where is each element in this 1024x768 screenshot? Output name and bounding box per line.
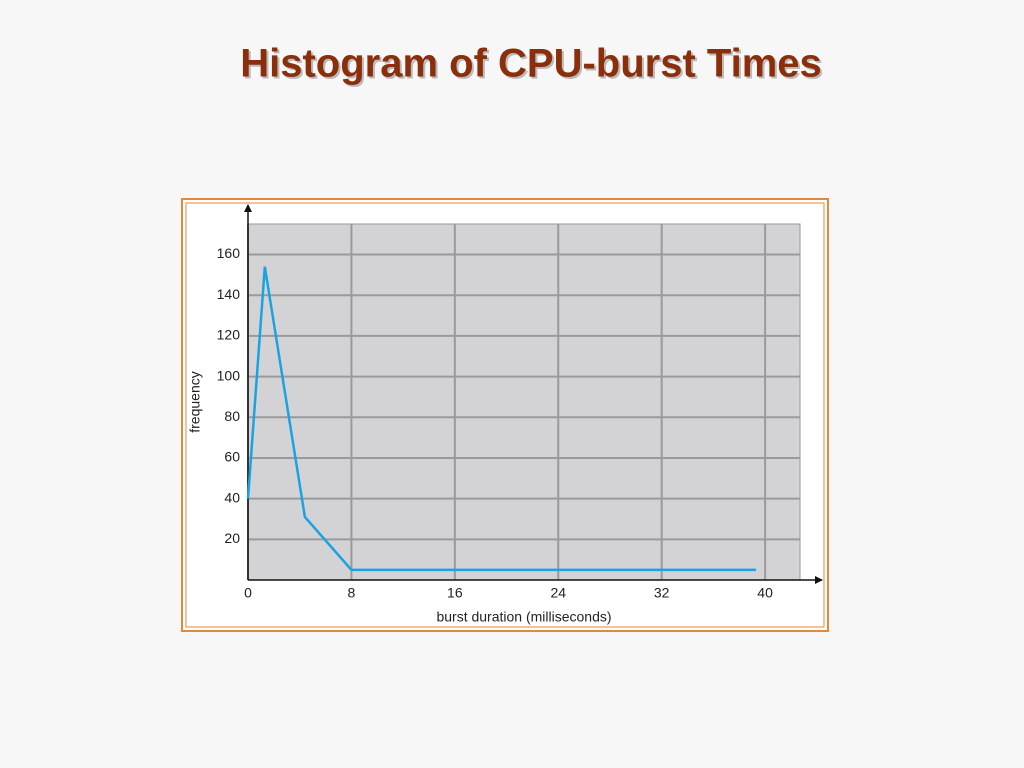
- title-shadow: Histogram of CPU-burst Times: [242, 44, 824, 88]
- x-tick-label: 0: [244, 585, 252, 601]
- y-tick-label: 20: [224, 530, 240, 546]
- x-tick-label: 32: [654, 585, 670, 601]
- y-tick-label: 100: [217, 367, 241, 383]
- x-tick-label: 8: [348, 585, 356, 601]
- chart-title: Histogram of CPU-burst Times: [240, 42, 822, 86]
- frame-inner: [185, 202, 825, 628]
- x-tick-label: 40: [757, 585, 773, 601]
- y-tick-label: 120: [217, 327, 241, 343]
- x-tick-label: 24: [550, 585, 566, 601]
- y-tick-label: 80: [224, 408, 240, 424]
- y-tick-label: 60: [224, 449, 240, 465]
- plot: 20 40 60 80 100 120 140 160 0 8 16 24 32 40: [217, 204, 823, 601]
- y-axis-label: frequency: [187, 371, 203, 432]
- data-line: [246, 266, 757, 572]
- y-tick-label: 40: [224, 489, 240, 505]
- y-tick-label: 140: [217, 286, 241, 302]
- x-axis-label: burst duration (milliseconds): [436, 609, 611, 625]
- y-tick-label: 160: [217, 245, 241, 261]
- x-tick-label: 16: [447, 585, 463, 601]
- plot-area: [247, 223, 801, 581]
